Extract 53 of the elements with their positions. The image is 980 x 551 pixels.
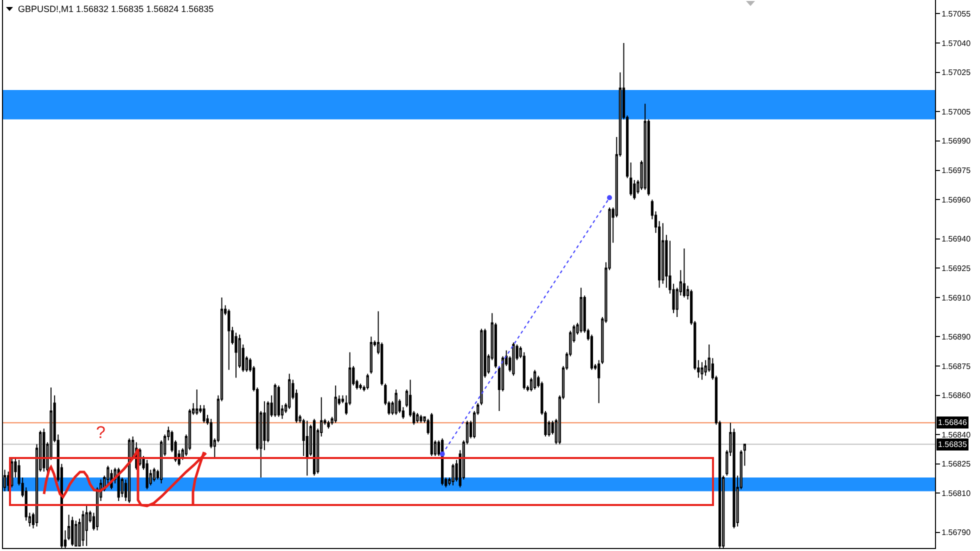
candlestick	[662, 222, 664, 284]
y-tick-label: 1.56940	[942, 234, 972, 244]
y-tick-label: 1.56990	[942, 136, 972, 146]
candlestick	[202, 404, 206, 424]
candlestick	[42, 428, 46, 472]
y-tick-label: 1.56790	[942, 528, 972, 538]
candlestick	[334, 385, 337, 424]
y-tick-label: 1.56925	[942, 264, 972, 273]
candlestick	[366, 373, 369, 390]
y-tick-label: 1.56960	[942, 195, 972, 204]
candlestick	[359, 383, 362, 390]
y-tick-label: 1.56890	[942, 332, 972, 342]
candlestick	[341, 394, 344, 404]
candlestick	[85, 504, 88, 547]
y-tick-label: 1.57025	[942, 68, 972, 78]
candlestick	[152, 467, 156, 482]
annotation: ?	[96, 423, 106, 442]
candlestick	[580, 287, 582, 334]
candlestick	[416, 412, 419, 424]
candlestick	[306, 420, 308, 476]
ref-line-label: 1.56846	[938, 418, 968, 427]
y-tick-label: 1.56910	[942, 293, 972, 302]
y-tick-label: 1.56860	[942, 391, 972, 400]
y-tick-label: 1.56975	[942, 166, 972, 176]
candlestick	[700, 362, 704, 380]
candlestick	[420, 414, 422, 424]
y-tick-label: 1.57040	[942, 38, 972, 48]
y-tick-label: 1.56825	[942, 460, 972, 469]
candlestick	[512, 342, 515, 376]
y-tick-label: 1.57005	[942, 107, 972, 116]
candlestick	[682, 248, 686, 298]
candlestick	[71, 516, 74, 547]
candlestick	[430, 412, 433, 457]
y-tick-label: 1.56840	[942, 430, 972, 440]
ref-line-label: 1.56835	[938, 440, 968, 449]
y-tick-label: 1.57055	[942, 10, 972, 18]
candlestick	[327, 420, 330, 430]
candlestick	[82, 510, 84, 547]
candlestick	[196, 388, 198, 416]
candlestick	[534, 369, 536, 390]
candlestick	[370, 336, 372, 374]
candlestick	[288, 373, 291, 410]
candlestick	[312, 418, 316, 476]
candlestick	[228, 308, 230, 370]
y-tick-label: 1.56810	[942, 489, 972, 498]
candlestick	[394, 388, 398, 416]
candlestick	[274, 383, 276, 418]
y-tick-label: 1.56875	[942, 362, 972, 371]
candlestick	[146, 459, 148, 490]
text: GBPUSD!,M1 1.56832 1.56835 1.56824 1.56835	[18, 4, 214, 14]
candlestick	[452, 463, 454, 486]
candlestick	[277, 385, 280, 418]
candlestick	[7, 471, 10, 492]
